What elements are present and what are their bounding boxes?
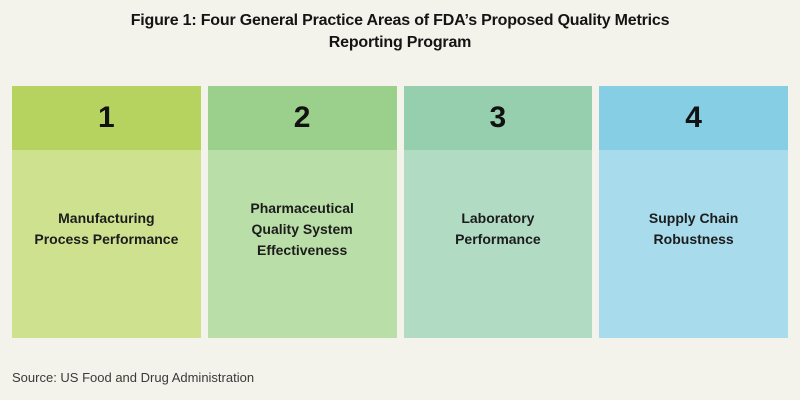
practice-area-1-body: Manufacturing Process Performance [12, 150, 201, 338]
practice-area-2-header: 2 [207, 86, 397, 150]
source-attribution: Source: US Food and Drug Administration [12, 370, 255, 385]
practice-area-3-body: Laboratory Performance [403, 150, 593, 338]
practice-area-1-label: Manufacturing Process Performance [34, 210, 179, 247]
practice-area-4-header: 4 [599, 86, 788, 150]
figure-title: Figure 1: Four General Practice Areas of… [130, 12, 670, 51]
practice-area-4-label: Supply Chain Robustness [648, 210, 739, 247]
practice-area-1-number: 1 [98, 101, 115, 134]
practice-area-3-number: 3 [489, 101, 507, 134]
practice-area-3: 3 Laboratory Performance [403, 86, 593, 338]
practice-area-3-header: 3 [403, 86, 593, 150]
practice-area-2-label: Pharmaceutical Quality System Effectiven… [250, 199, 354, 258]
practice-area-1-header: 1 [12, 86, 201, 150]
practice-area-2-body: Pharmaceutical Quality System Effectiven… [207, 150, 397, 338]
practice-area-2-number: 2 [293, 101, 311, 134]
practice-areas-row: 1 Manufacturing Process Performance 2 Ph… [12, 86, 788, 338]
practice-area-2: 2 Pharmaceutical Quality System Effectiv… [207, 86, 397, 338]
practice-area-3-label: Laboratory Performance [455, 210, 541, 247]
practice-area-4: 4 Supply Chain Robustness [599, 86, 788, 338]
practice-area-1: 1 Manufacturing Process Performance [12, 86, 201, 338]
practice-area-4-number: 4 [685, 101, 702, 134]
practice-area-4-body: Supply Chain Robustness [599, 150, 788, 338]
